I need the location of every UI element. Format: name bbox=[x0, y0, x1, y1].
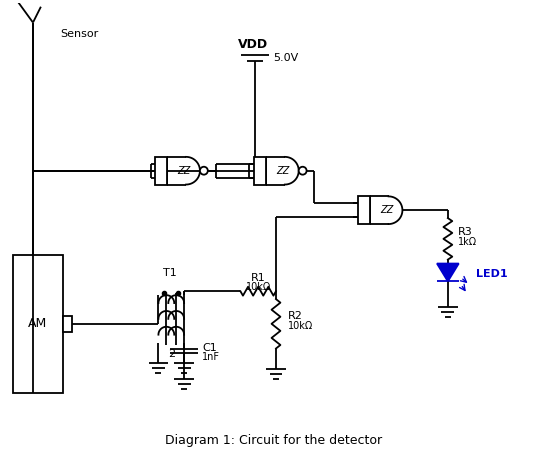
Text: 2: 2 bbox=[168, 349, 175, 359]
Circle shape bbox=[200, 167, 208, 175]
Text: ZZ: ZZ bbox=[178, 166, 191, 176]
Text: Diagram 1: Circuit for the detector: Diagram 1: Circuit for the detector bbox=[165, 434, 383, 447]
Text: ZZ: ZZ bbox=[380, 205, 393, 215]
Text: T1: T1 bbox=[163, 268, 177, 278]
Text: 5.0V: 5.0V bbox=[273, 53, 298, 63]
Text: 10kΩ: 10kΩ bbox=[246, 282, 271, 292]
Text: Sensor: Sensor bbox=[61, 30, 99, 40]
Bar bbox=[13, 255, 62, 393]
Text: LED1: LED1 bbox=[476, 269, 507, 279]
Bar bbox=[254, 157, 266, 185]
Text: R1: R1 bbox=[251, 273, 266, 283]
Text: 1kΩ: 1kΩ bbox=[458, 237, 477, 247]
Text: R3: R3 bbox=[458, 227, 472, 237]
Circle shape bbox=[299, 167, 306, 175]
Polygon shape bbox=[437, 263, 459, 281]
Text: AM: AM bbox=[28, 317, 48, 330]
Text: VDD: VDD bbox=[238, 38, 269, 51]
Text: ZZ: ZZ bbox=[276, 166, 289, 176]
Text: 1nF: 1nF bbox=[202, 352, 220, 362]
Text: R2: R2 bbox=[288, 311, 302, 321]
Bar bbox=[156, 157, 167, 185]
Text: C1: C1 bbox=[202, 343, 216, 353]
Text: 10kΩ: 10kΩ bbox=[288, 321, 313, 331]
Bar bbox=[62, 316, 72, 332]
Bar bbox=[358, 197, 370, 224]
